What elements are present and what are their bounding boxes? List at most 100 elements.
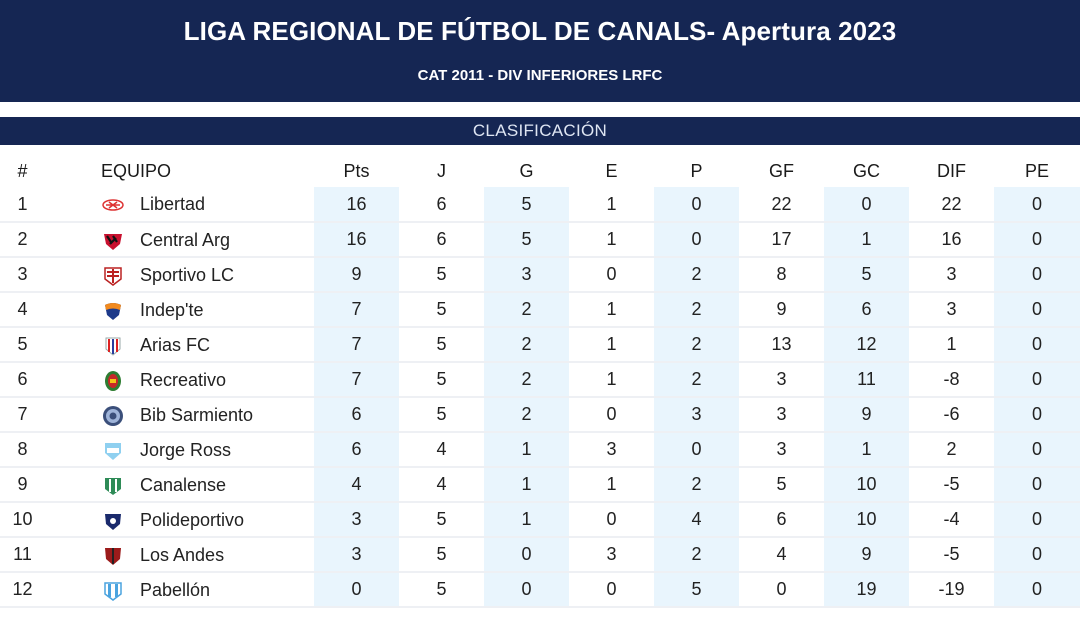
cell-gf: 9 bbox=[739, 292, 824, 328]
table-row[interactable]: 3 Sportivo LC 9 5 3 0 2 8 5 3 0 bbox=[0, 257, 1080, 293]
column-header-gf[interactable]: GF bbox=[769, 160, 794, 181]
cell-pe: 0 bbox=[994, 502, 1080, 538]
cell-gf: 0 bbox=[739, 572, 824, 608]
table-row[interactable]: 4 Indep'te 7 5 2 1 2 9 6 3 0 bbox=[0, 292, 1080, 328]
cell-g: 3 bbox=[484, 257, 569, 293]
cell-dif: 16 bbox=[909, 222, 994, 258]
table-header-row: # EQUIPO Pts J G E P GF GC DIF PE bbox=[0, 155, 1080, 187]
team-name[interactable]: Los Andes bbox=[140, 545, 225, 565]
cell-e: 1 bbox=[569, 327, 654, 363]
table-row[interactable]: 1 Libertad 16 6 5 1 0 22 0 22 0 bbox=[0, 187, 1080, 223]
cell-pe: 0 bbox=[994, 572, 1080, 608]
cell-dif: -19 bbox=[909, 572, 994, 608]
cell-pos: 5 bbox=[0, 327, 45, 363]
table-row[interactable]: 10 Polideportivo 3 5 1 0 4 6 10 -4 0 bbox=[0, 502, 1080, 538]
cell-pe: 0 bbox=[994, 292, 1080, 328]
column-header-pos[interactable]: # bbox=[17, 160, 28, 181]
cell-pos: 6 bbox=[0, 362, 45, 398]
table-row[interactable]: 11 Los Andes 3 5 0 3 2 4 9 -5 0 bbox=[0, 537, 1080, 573]
cell-gc: 11 bbox=[824, 362, 909, 398]
cell-dif: -4 bbox=[909, 502, 994, 538]
cell-pos: 9 bbox=[0, 467, 45, 503]
cell-pts: 3 bbox=[314, 502, 399, 538]
cell-team: Pabellón bbox=[45, 572, 314, 608]
cell-j: 5 bbox=[399, 572, 484, 608]
cell-g: 2 bbox=[484, 397, 569, 433]
cell-gf: 4 bbox=[739, 537, 824, 573]
table-row[interactable]: 12 Pabellón 0 5 0 0 5 0 19 -19 0 bbox=[0, 572, 1080, 608]
table-row[interactable]: 7 Bib Sarmiento 6 5 2 0 3 3 9 -6 0 bbox=[0, 397, 1080, 433]
cell-team: Libertad bbox=[45, 187, 314, 223]
column-header-team[interactable]: EQUIPO bbox=[101, 160, 172, 181]
cell-p: 3 bbox=[654, 397, 739, 433]
table-row[interactable]: 2 Central Arg 16 6 5 1 0 17 1 16 0 bbox=[0, 222, 1080, 258]
cell-pe: 0 bbox=[994, 362, 1080, 398]
cell-gc: 1 bbox=[824, 432, 909, 468]
cell-gc: 19 bbox=[824, 572, 909, 608]
column-header-gc[interactable]: GC bbox=[853, 160, 880, 181]
cell-p: 2 bbox=[654, 257, 739, 293]
cell-j: 5 bbox=[399, 502, 484, 538]
standings-table: # EQUIPO Pts J G E P GF GC DIF PE 1 Liber… bbox=[0, 155, 1080, 608]
cell-pe: 0 bbox=[994, 537, 1080, 573]
cell-gf: 17 bbox=[739, 222, 824, 258]
table-row[interactable]: 6 Recreativo 7 5 2 1 2 3 11 -8 0 bbox=[0, 362, 1080, 398]
column-header-g[interactable]: G bbox=[519, 160, 534, 181]
cell-gc: 10 bbox=[824, 467, 909, 503]
table-row[interactable]: 9 Canalense 4 4 1 1 2 5 10 -5 0 bbox=[0, 467, 1080, 503]
table-row[interactable]: 8 Jorge Ross 6 4 1 3 0 3 1 2 0 bbox=[0, 432, 1080, 468]
column-header-j[interactable]: J bbox=[437, 160, 446, 181]
cell-g: 0 bbox=[484, 537, 569, 573]
team-name[interactable]: Jorge Ross bbox=[140, 440, 232, 460]
cell-team: Recreativo bbox=[45, 362, 314, 398]
cell-dif: 3 bbox=[909, 257, 994, 293]
team-name[interactable]: Arias FC bbox=[140, 335, 211, 355]
team-name[interactable]: Pabellón bbox=[140, 580, 211, 600]
team-name[interactable]: Indep'te bbox=[140, 300, 204, 320]
cell-team: Arias FC bbox=[45, 327, 314, 363]
cell-pos: 8 bbox=[0, 432, 45, 468]
cell-e: 0 bbox=[569, 572, 654, 608]
cell-g: 0 bbox=[484, 572, 569, 608]
cell-gf: 22 bbox=[739, 187, 824, 223]
cell-j: 5 bbox=[399, 292, 484, 328]
team-name[interactable]: Bib Sarmiento bbox=[140, 405, 254, 425]
cell-gc: 9 bbox=[824, 397, 909, 433]
indepte-crest-icon bbox=[102, 300, 124, 322]
cell-j: 5 bbox=[399, 362, 484, 398]
cell-gf: 3 bbox=[739, 362, 824, 398]
cell-g: 2 bbox=[484, 362, 569, 398]
team-name[interactable]: Central Arg bbox=[140, 230, 231, 250]
recreativo-crest-icon bbox=[102, 370, 124, 392]
cell-team: Jorge Ross bbox=[45, 432, 314, 468]
cell-p: 2 bbox=[654, 292, 739, 328]
cell-j: 5 bbox=[399, 397, 484, 433]
cell-g: 1 bbox=[484, 502, 569, 538]
page-title: LIGA REGIONAL DE FÚTBOL DE CANALS- Apert… bbox=[183, 16, 897, 46]
cell-gc: 5 bbox=[824, 257, 909, 293]
column-header-pts[interactable]: Pts bbox=[343, 160, 370, 181]
team-name[interactable]: Sportivo LC bbox=[140, 265, 235, 285]
cell-p: 2 bbox=[654, 467, 739, 503]
table-row[interactable]: 5 Arias FC 7 5 2 1 2 13 12 1 0 bbox=[0, 327, 1080, 363]
cell-e: 3 bbox=[569, 432, 654, 468]
cell-pe: 0 bbox=[994, 222, 1080, 258]
column-header-e[interactable]: E bbox=[605, 160, 618, 181]
team-name[interactable]: Canalense bbox=[140, 475, 227, 495]
cell-pts: 7 bbox=[314, 362, 399, 398]
cell-dif: -5 bbox=[909, 537, 994, 573]
cell-pts: 6 bbox=[314, 432, 399, 468]
column-header-p[interactable]: P bbox=[690, 160, 703, 181]
team-name[interactable]: Recreativo bbox=[140, 370, 227, 390]
cell-j: 6 bbox=[399, 187, 484, 223]
pabellon-crest-icon bbox=[102, 580, 124, 602]
cell-pts: 16 bbox=[314, 187, 399, 223]
column-header-pe[interactable]: PE bbox=[1024, 160, 1049, 181]
team-name[interactable]: Libertad bbox=[140, 194, 206, 214]
cell-pos: 1 bbox=[0, 187, 45, 223]
canalense-crest-icon bbox=[102, 475, 124, 497]
column-header-dif[interactable]: DIF bbox=[937, 160, 966, 181]
cell-team: Central Arg bbox=[45, 222, 314, 258]
cell-dif: 22 bbox=[909, 187, 994, 223]
team-name[interactable]: Polideportivo bbox=[140, 510, 245, 530]
